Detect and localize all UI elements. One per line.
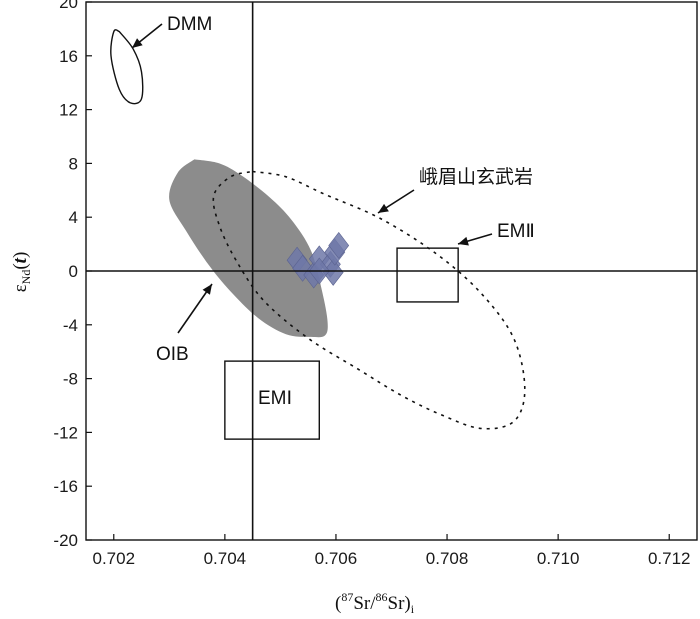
oib-label: OIB (156, 344, 189, 365)
y-tick-label-5: 0 (69, 262, 78, 281)
y-axis-title: εNd(t) (10, 252, 33, 293)
x-tick-label-1: 0.704 (204, 549, 247, 568)
y-tick-label-7: -8 (63, 370, 78, 389)
x-tick-label-3: 0.708 (426, 549, 469, 568)
y-tick-label-1: 16 (59, 47, 78, 66)
y-tick-label-2: 12 (59, 101, 78, 120)
em1-box (224, 360, 320, 440)
x-tick-label-0: 0.702 (92, 549, 135, 568)
axes-layer: 20 16 12 8 4 0 -4 -8 -12 -16 -20 0.702 0.704 0.706 0.7… (53, 0, 698, 568)
y-tick-label-9: -16 (53, 477, 78, 496)
y-tick-label-8: -12 (53, 423, 78, 442)
emeishan-label: 峨眉山玄武岩 (419, 166, 533, 188)
y-tick-label-6: -4 (63, 316, 78, 335)
sample-point-8 (328, 231, 350, 259)
dmm-arrow-head (132, 38, 143, 48)
x-tick-label-2: 0.706 (315, 549, 358, 568)
emeishan-arrow-head (378, 203, 389, 213)
y-tick-label-3: 8 (69, 154, 78, 173)
y-tick-label-4: 4 (69, 208, 78, 227)
em2-label: EMⅡ (497, 221, 535, 242)
x-axis-title: (87Sr/86Sr)i (335, 590, 415, 616)
oib-field (169, 159, 328, 338)
fields-layer (110, 29, 526, 440)
labels-layer: DMM 峨眉山玄武岩 EMⅡ EMⅠ OIB (87Sr/86Sr)i εNd(… (10, 14, 535, 616)
oib-arrow-head (202, 284, 212, 295)
dmm-field (110, 29, 144, 105)
sample-layer (286, 231, 350, 289)
em2-arrow-head (458, 236, 469, 246)
y-tick-label-0: 20 (59, 0, 78, 12)
em1-label: EMⅠ (258, 388, 292, 409)
x-tick-label-5: 0.712 (648, 549, 691, 568)
emeishan-field (212, 170, 526, 430)
y-tick-label-10: -20 (53, 531, 78, 550)
x-tick-label-4: 0.710 (537, 549, 580, 568)
svg-text:εNd(t): εNd(t) (10, 252, 33, 293)
arrows-layer (131, 23, 493, 334)
dmm-label: DMM (167, 14, 212, 35)
em2-box (396, 247, 459, 303)
